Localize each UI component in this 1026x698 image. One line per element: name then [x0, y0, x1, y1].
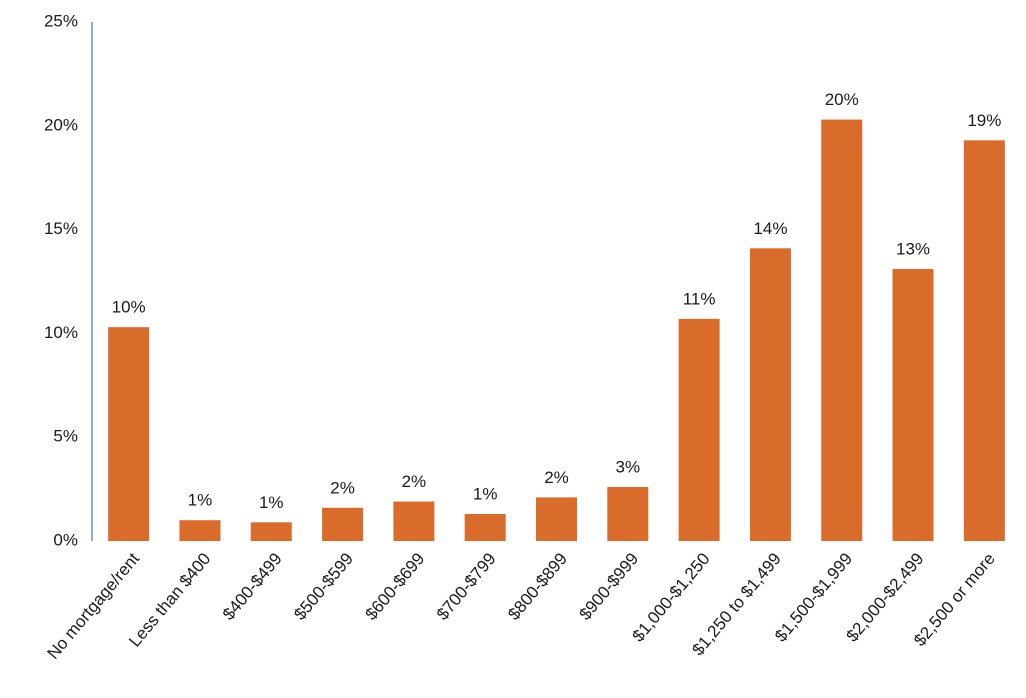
y-tick-label: 0%	[53, 530, 78, 549]
x-tick-label: $900-$999	[575, 549, 642, 624]
bar	[108, 327, 150, 541]
bar	[963, 140, 1005, 541]
x-tick-label: $600-$699	[362, 549, 429, 624]
bar	[393, 501, 435, 541]
data-label: 1%	[188, 491, 213, 510]
bar	[607, 487, 649, 541]
x-tick-label: $800-$899	[504, 549, 571, 624]
data-label: 14%	[753, 219, 787, 238]
bar	[464, 514, 506, 541]
bar	[749, 248, 791, 541]
data-label: 2%	[544, 468, 569, 487]
data-label: 10%	[112, 298, 146, 317]
y-tick-label: 20%	[44, 115, 78, 134]
data-label: 1%	[473, 484, 498, 503]
data-label: 11%	[683, 289, 716, 308]
data-label: 20%	[825, 90, 859, 109]
y-tick-label: 10%	[44, 323, 78, 342]
bar	[892, 269, 934, 541]
y-tick-label: 25%	[44, 11, 78, 30]
data-label: 3%	[616, 458, 641, 477]
data-label: 13%	[896, 240, 930, 259]
x-tick-label: $500-$599	[290, 549, 357, 624]
bar	[678, 318, 720, 541]
bar	[250, 522, 292, 541]
data-label: 1%	[259, 493, 284, 512]
bar	[179, 520, 221, 541]
y-tick-label: 15%	[44, 219, 78, 238]
data-label: 19%	[967, 111, 1001, 130]
data-label: 2%	[330, 478, 355, 497]
data-label: 2%	[402, 472, 427, 491]
x-tick-label: No mortgage/rent	[44, 549, 144, 663]
y-tick-label: 5%	[53, 427, 78, 446]
bar	[536, 497, 577, 541]
bar	[322, 507, 364, 541]
bar	[821, 119, 863, 542]
x-tick-label: $700-$799	[433, 549, 500, 624]
x-tick-label: $400-$499	[219, 549, 286, 624]
